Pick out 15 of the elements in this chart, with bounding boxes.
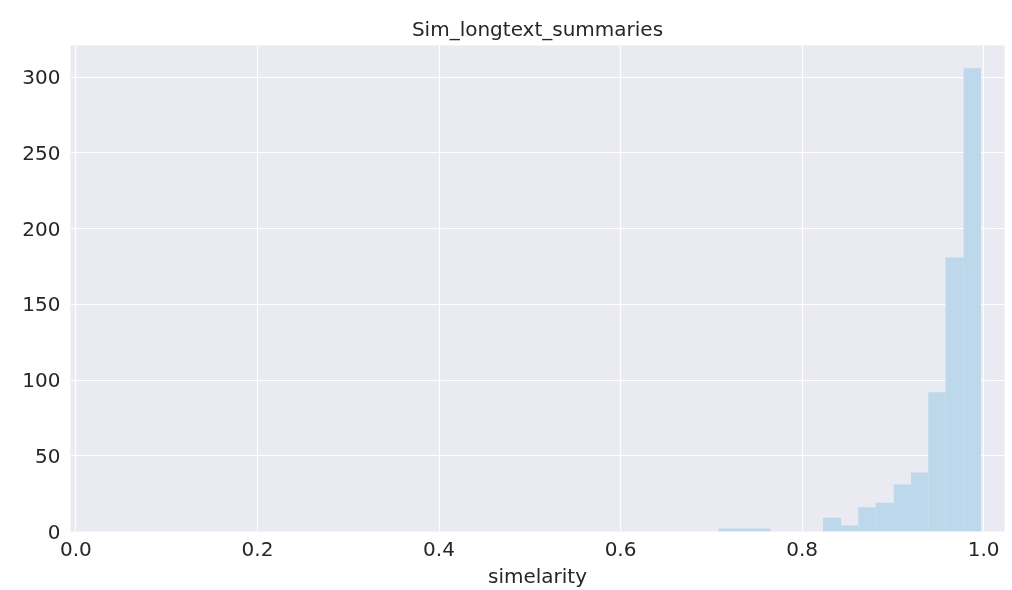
chart-title: Sim_longtext_summaries: [411, 16, 664, 41]
x-axis-title: simelarity: [487, 563, 588, 588]
y-tick-label: 100: [22, 368, 61, 393]
x-tick-label: 0.4: [423, 536, 455, 561]
y-tick-label: 300: [22, 65, 61, 90]
y-tick-label: 50: [35, 443, 61, 468]
x-tick-label: 0.6: [604, 536, 637, 561]
x-tick-label: 1.0: [967, 536, 1000, 561]
y-tick-label: 200: [22, 216, 61, 241]
y-tick-label: 0: [47, 519, 61, 544]
x-tick-label: 0.8: [786, 536, 818, 561]
y-tick-label: 150: [22, 292, 61, 317]
x-tick-label: 0.2: [241, 536, 274, 561]
x-tick-label: 0.0: [60, 536, 92, 561]
y-tick-label: 250: [22, 141, 61, 165]
